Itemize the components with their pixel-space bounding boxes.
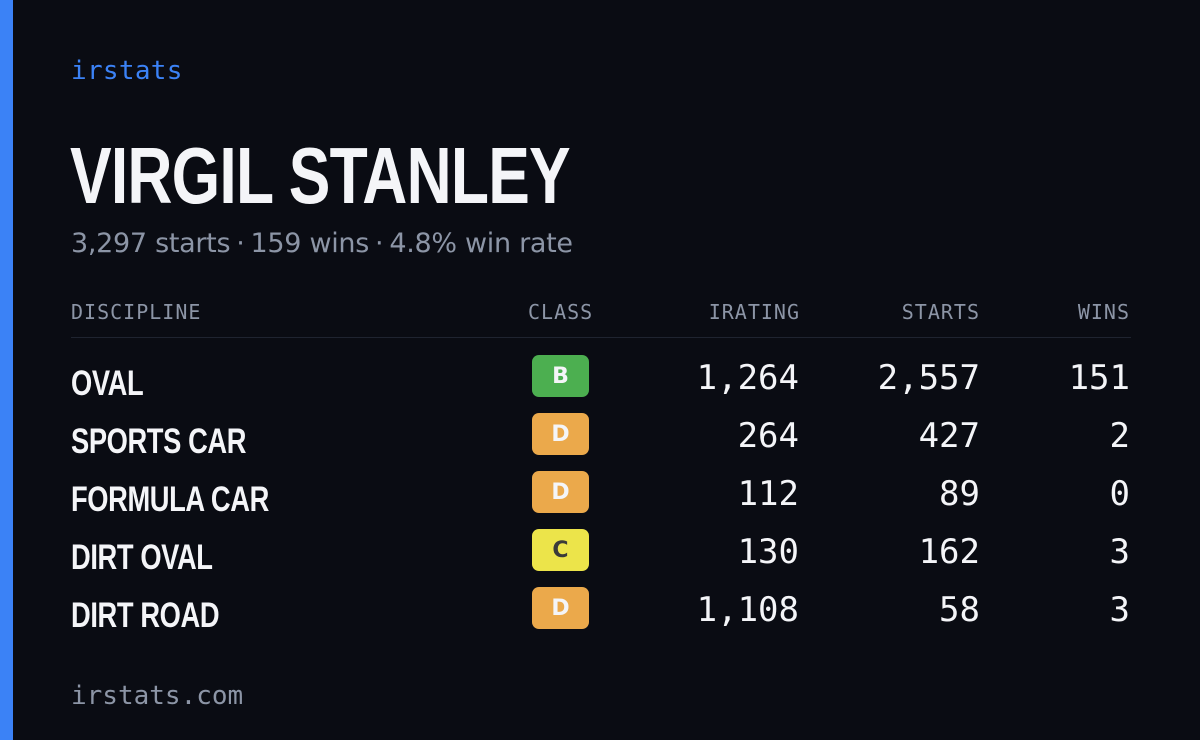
wins-value: 0: [1109, 474, 1130, 514]
wins-value: 3: [1109, 590, 1130, 630]
starts-value: 162: [918, 532, 980, 572]
discipline-name: DIRT OVAL: [71, 538, 213, 577]
discipline-name: OVAL: [71, 364, 144, 403]
table-row: FORMULA CAR D 112 89 0: [71, 454, 1131, 519]
table-row: SPORTS CAR D 264 427 2: [71, 396, 1131, 461]
irating-value: 1,108: [696, 590, 799, 630]
table-row: DIRT OVAL C 130 162 3: [71, 512, 1131, 577]
header-class: CLASS: [528, 300, 594, 324]
class-badge: D: [532, 413, 589, 455]
header-discipline: DISCIPLINE: [71, 300, 202, 324]
header-wins: WINS: [1077, 300, 1130, 324]
wins-count: 159 wins: [250, 228, 370, 259]
header-starts: STARTS: [901, 300, 980, 324]
header-irating: IRATING: [708, 300, 800, 324]
discipline-name: SPORTS CAR: [71, 422, 247, 461]
table-header: DISCIPLINE CLASS IRATING STARTS WINS: [71, 298, 1131, 338]
win-rate: 4.8% win rate: [389, 228, 573, 259]
separator-dot: ·: [236, 228, 245, 259]
starts-value: 427: [918, 416, 980, 456]
irating-value: 264: [737, 416, 799, 456]
class-badge: C: [532, 529, 589, 571]
discipline-name: FORMULA CAR: [71, 480, 269, 519]
separator-dot: ·: [375, 228, 384, 259]
wins-value: 3: [1109, 532, 1130, 572]
class-badge: D: [532, 587, 589, 629]
driver-summary: 3,297 starts · 159 wins · 4.8% win rate: [71, 228, 573, 259]
class-badge: D: [532, 471, 589, 513]
discipline-name: DIRT ROAD: [71, 596, 220, 635]
footer-url: irstats.com: [71, 681, 244, 711]
wins-value: 151: [1068, 358, 1130, 398]
table-body: OVAL B 1,264 2,557 151 SPORTS CAR D 264 427 2 FORM…: [71, 338, 1131, 635]
stats-table: DISCIPLINE CLASS IRATING STARTS WINS OVA…: [71, 298, 1131, 635]
table-row: DIRT ROAD D 1,108 58 3: [71, 570, 1131, 635]
table-row: OVAL B 1,264 2,557 151: [71, 338, 1131, 403]
irating-value: 112: [737, 474, 799, 514]
class-badge: B: [532, 355, 589, 397]
brand-logo-text: irstats: [71, 56, 183, 86]
wins-value: 2: [1109, 416, 1130, 456]
starts-value: 58: [939, 590, 980, 630]
driver-name: VIRGIL STANLEY: [70, 131, 571, 220]
starts-value: 2,557: [877, 358, 980, 398]
irating-value: 130: [737, 532, 799, 572]
irating-value: 1,264: [696, 358, 799, 398]
starts-count: 3,297 starts: [71, 228, 231, 259]
starts-value: 89: [939, 474, 980, 514]
accent-bar: [0, 0, 13, 740]
